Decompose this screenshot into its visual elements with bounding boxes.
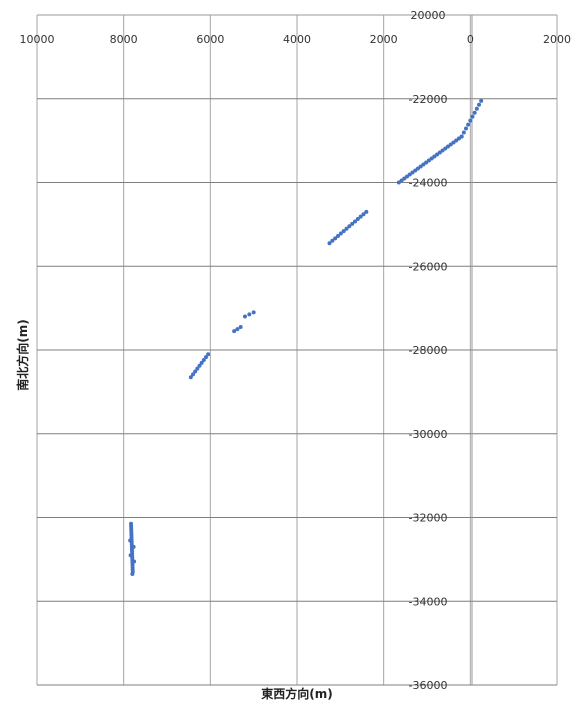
data-point [344, 226, 349, 231]
data-point [238, 324, 243, 329]
x-axis-title: 東西方向(m) [261, 686, 332, 701]
x-tick-label: 2000 [543, 33, 571, 46]
data-point [424, 160, 429, 165]
data-point [131, 544, 136, 549]
data-point [464, 126, 468, 131]
y-axis-title: 南北方向(m) [15, 319, 30, 390]
data-point [330, 238, 335, 243]
data-point [468, 118, 473, 123]
data-point [336, 233, 340, 238]
data-point [243, 314, 247, 319]
data-point [193, 369, 198, 374]
data-point [341, 229, 346, 234]
data-point [364, 209, 369, 214]
data-point [206, 352, 211, 357]
data-point [451, 140, 456, 145]
y-tick-label: 20000 [411, 9, 446, 22]
data-point [435, 152, 440, 157]
x-tick-label: 0 [467, 33, 474, 46]
y-tick-label: -24000 [409, 177, 448, 190]
data-point [191, 372, 195, 377]
data-point [410, 170, 415, 175]
data-point [456, 136, 461, 141]
data-point [197, 363, 202, 368]
data-points [128, 98, 484, 577]
data-point [402, 176, 407, 181]
data-point [195, 366, 200, 371]
data-point [421, 162, 426, 167]
data-point [479, 98, 484, 103]
data-point [204, 355, 208, 360]
data-point [474, 106, 479, 111]
data-point [201, 357, 206, 362]
x-tick-label: 10000 [20, 33, 55, 46]
data-point [199, 360, 204, 365]
data-point [459, 134, 464, 139]
y-tick-label: -32000 [409, 512, 448, 525]
y-tick-label: -34000 [409, 595, 448, 608]
data-point [128, 538, 133, 543]
data-point [415, 166, 420, 171]
x-tick-label: 8000 [110, 33, 138, 46]
data-point [440, 148, 445, 153]
data-point [418, 164, 423, 169]
data-point [350, 221, 355, 226]
data-point [358, 214, 363, 219]
data-point [333, 236, 338, 241]
y-tick-label: -36000 [409, 679, 448, 692]
data-point [347, 224, 352, 229]
data-point [338, 231, 343, 236]
data-point [405, 174, 410, 179]
x-tick-label: 2000 [370, 33, 398, 46]
data-point [353, 219, 357, 224]
data-point [232, 329, 237, 334]
y-tick-label: -28000 [409, 344, 448, 357]
y-tick-label: -22000 [409, 93, 448, 106]
x-tick-labels: 10000 8000 6000 4000 2000 0 2000 [20, 33, 572, 46]
data-point [361, 212, 366, 217]
x-tick-label: 6000 [196, 33, 224, 46]
data-point [472, 110, 477, 115]
data-point [466, 122, 471, 127]
data-point [327, 241, 332, 246]
data-point [188, 375, 193, 380]
data-point [437, 150, 442, 155]
y-tick-label: -30000 [409, 428, 448, 441]
data-point [407, 172, 412, 177]
data-point [413, 168, 418, 173]
data-point [446, 144, 451, 149]
data-point [396, 180, 401, 185]
data-point [128, 553, 133, 558]
data-point [454, 138, 459, 143]
data-point [130, 572, 135, 577]
data-point [429, 156, 434, 161]
data-point [470, 114, 475, 119]
gridlines [36, 15, 558, 686]
data-point [247, 312, 252, 317]
y-tick-label: -26000 [409, 260, 448, 273]
data-point [443, 146, 448, 151]
data-point [132, 559, 137, 564]
data-point [355, 217, 360, 222]
data-point [461, 130, 466, 135]
data-point [399, 178, 404, 183]
data-point [426, 158, 431, 163]
x-tick-label: 4000 [283, 33, 311, 46]
y-tick-labels: 20000 -22000 -24000 -26000 -28000 -30000 -3200… [409, 9, 448, 692]
data-point [235, 327, 240, 332]
data-point [448, 142, 453, 147]
data-point [251, 310, 256, 315]
data-point [477, 102, 481, 107]
data-point [432, 154, 437, 159]
